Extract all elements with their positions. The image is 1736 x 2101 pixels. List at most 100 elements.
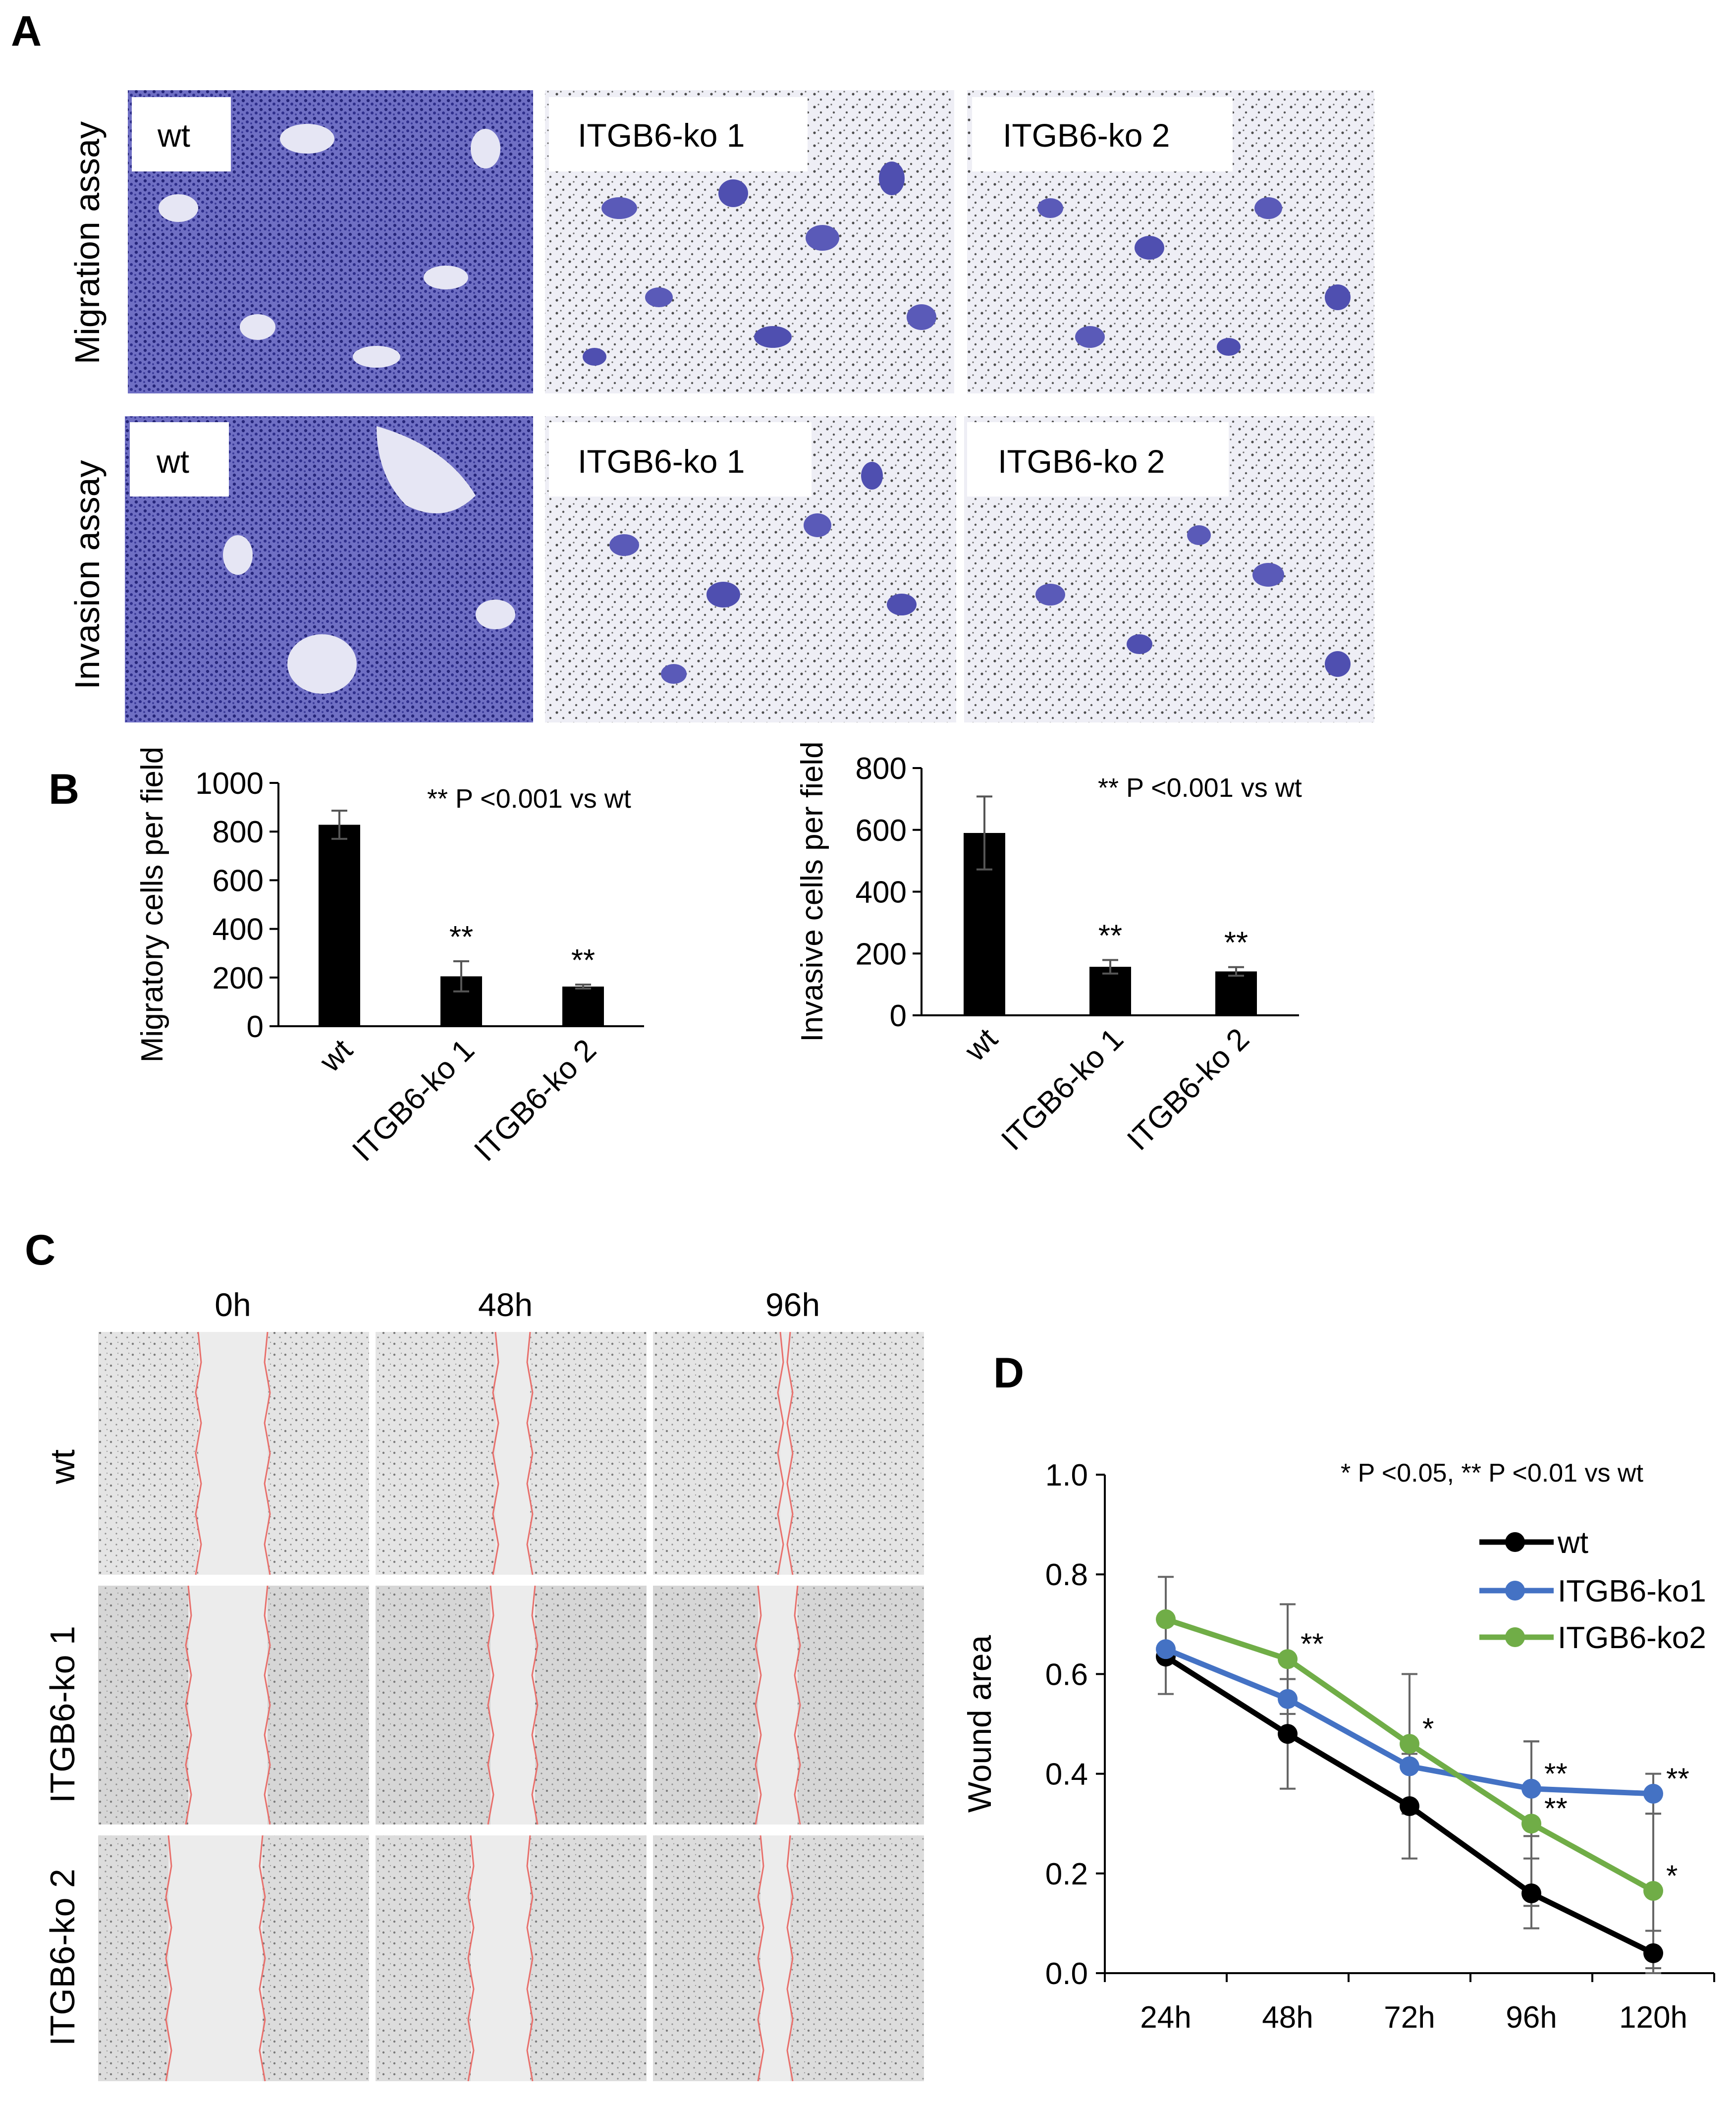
wound-gap [198,1332,268,1575]
x-tick-label: ITGB6-ko 1 [346,1033,481,1168]
x-tick-label: 96h [1506,2000,1557,2035]
y-tick-label: 0 [890,999,907,1033]
y-tick-label: 0.4 [1045,1758,1088,1792]
wound-edge-right [531,1585,539,1825]
y-tick-label: 600 [213,864,264,898]
micrograph-label: wt [157,117,190,154]
wound-edge-left [185,1585,192,1825]
wound-edge-left [757,1835,764,2082]
y-tick-label: 1.0 [1045,1458,1088,1493]
data-point [1400,1756,1419,1776]
wound-image [653,1585,924,1825]
data-point [1400,1734,1419,1754]
bar [1215,971,1257,1015]
wound-gap [188,1586,268,1825]
wound-gap [495,1332,530,1575]
time-label-0h: 0h [215,1286,251,1323]
micrograph-label: ITGB6-ko 2 [1003,117,1170,154]
data-point [1278,1649,1298,1669]
x-tick-label: 24h [1140,2000,1191,2035]
x-tick-label: 48h [1262,2000,1313,2035]
data-point [1643,1881,1663,1901]
panel-label-a: A [11,7,42,55]
micrograph-label: ITGB6-ko 1 [578,443,745,480]
wound-edge-right [259,1835,266,2082]
data-point [1643,1783,1663,1804]
micrograph-label: wt [156,443,189,480]
wound-edge-right [526,1331,534,1575]
y-tick-label: 600 [856,814,907,848]
legend-marker [1505,1532,1525,1552]
y-tick-label: 400 [856,876,907,910]
y-axis-label: Migratory cells per field [135,747,169,1062]
data-point [1156,1639,1176,1659]
x-tick-label: ITGB6-ko 1 [995,1022,1130,1157]
wound-gap [471,1835,530,2081]
x-tick-label: 72h [1384,2000,1435,2035]
y-tick-label: 800 [856,752,907,786]
wound-gap [760,1835,790,2081]
significance-label: ** [1544,1792,1568,1825]
micrograph-invasion-wt: wt [125,416,533,722]
wound-gap [490,1586,535,1825]
wound-healing-grid [98,1331,924,2082]
y-axis-label: Invasive cells per field [795,741,829,1042]
y-axis-label: Wound area [961,1635,998,1813]
wound-image [376,1331,647,1575]
significance-label: ** [1098,919,1122,953]
bar [319,825,360,1026]
micrograph-invasion-ko2: ITGB6-ko 2 [964,416,1374,722]
x-tick-label: 120h [1619,2000,1687,2035]
data-point [1521,1814,1541,1834]
bar [562,986,604,1026]
panel-label-d: D [993,1349,1024,1397]
micrograph-migration-ko1: ITGB6-ko 1 [545,90,954,393]
row-label-ko1: ITGB6-ko 1 [43,1626,82,1803]
y-tick-label: 200 [856,937,907,971]
annotation: ** P <0.001 vs wt [1098,773,1302,803]
wound-edge-left [165,1835,172,2082]
wound-image [376,1585,647,1825]
legend-marker [1505,1627,1525,1647]
bar-chart-migratory: 0 200 400 600 800 1000 wt ** ITGB6-ko 1 ** ITGB6-k… [135,747,644,1168]
legend-label: wt [1557,1526,1588,1560]
y-tick-label: 200 [213,961,264,995]
x-tick-label: wt [958,1022,1004,1068]
wound-edge-left [777,1331,784,1575]
significance-label: * [1422,1712,1434,1745]
wound-edge-left [467,1835,475,2082]
data-point [1521,1778,1541,1799]
y-tick-label: 0 [247,1010,264,1044]
data-point [1400,1796,1419,1816]
row-label-ko2: ITGB6-ko 2 [43,1869,82,2046]
annotation: ** P <0.001 vs wt [427,784,631,814]
y-tick-label: 0.2 [1045,1857,1088,1891]
data-point [1643,1943,1663,1963]
micrograph-invasion-ko1: ITGB6-ko 1 [545,416,956,722]
wound-edge-right [526,1835,534,2082]
panel-a: Migration assay Invasion assay wt ITGB6-… [68,90,1374,722]
significance-label: ** [449,920,473,954]
legend-label: ITGB6-ko1 [1558,1574,1706,1608]
y-tick-label: 800 [213,815,264,849]
wound-edge-left [487,1585,494,1825]
bar-chart-invasive: 0 200 400 600 800 wt ** ITGB6-ko 1 ** ITGB6-ko 2 I… [795,741,1302,1157]
wound-gap [780,1332,790,1575]
data-point [1278,1724,1298,1744]
significance-label: ** [571,943,595,978]
y-tick-label: 0.6 [1045,1658,1088,1692]
wound-edge-right [794,1585,801,1825]
significance-label: ** [1224,926,1248,960]
row-label-invasion: Invasion assay [68,460,107,689]
micrograph-migration-ko2: ITGB6-ko 2 [967,90,1374,393]
data-point [1521,1883,1541,1904]
wound-edge-right [264,1585,271,1825]
wound-image [653,1835,924,2082]
wound-image [98,1585,369,1825]
y-tick-label: 1000 [195,767,264,801]
wound-edge-left [492,1331,499,1575]
micrograph-label: ITGB6-ko 2 [998,443,1165,480]
time-label-48h: 48h [478,1286,533,1323]
x-tick-label: ITGB6-ko 2 [1121,1022,1256,1157]
